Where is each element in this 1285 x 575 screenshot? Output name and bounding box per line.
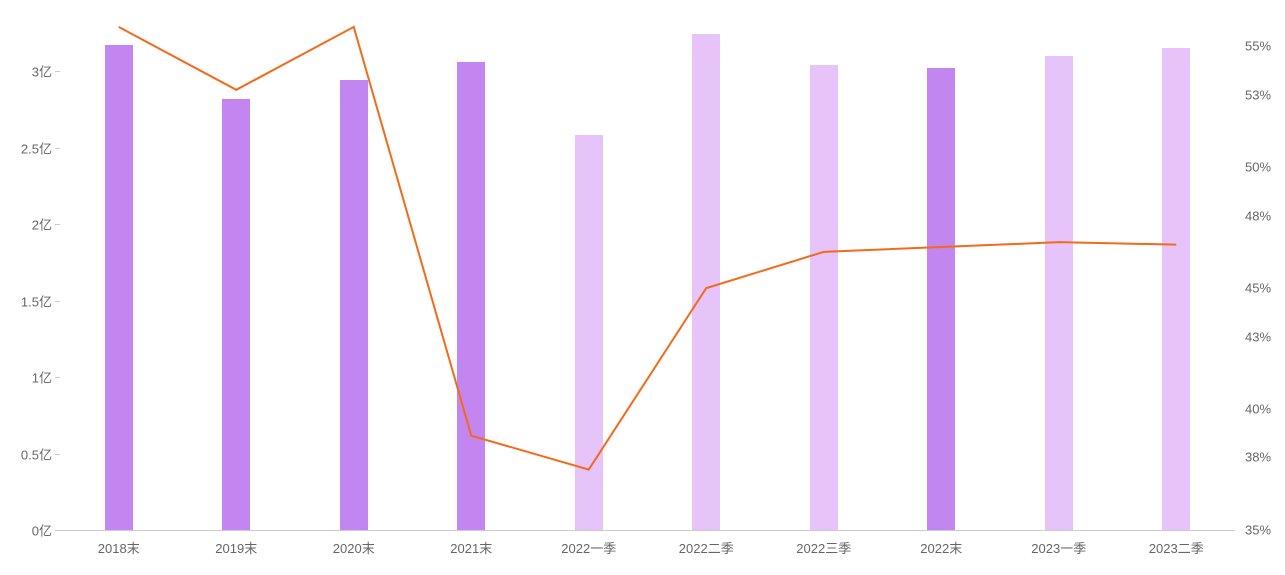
chart-container: 0亿0.5亿1亿1.5亿2亿2.5亿3亿35%38%40%43%45%48%50…: [0, 0, 1285, 575]
line-series: [0, 0, 1285, 575]
